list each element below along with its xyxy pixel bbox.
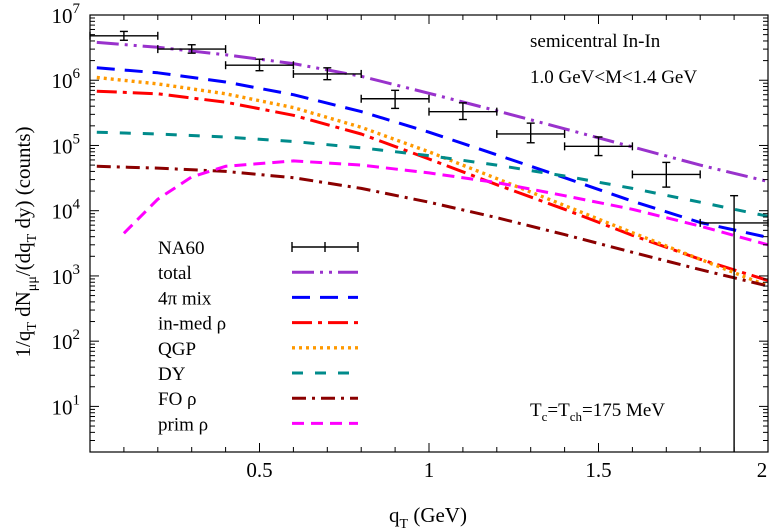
legend-label: 4π mix xyxy=(158,288,212,309)
series-line-prim- xyxy=(122,159,769,247)
series-line-4-mix xyxy=(96,66,769,239)
y-tick-label: 101 xyxy=(52,392,81,419)
legend-item: DY xyxy=(158,364,358,385)
y-tick-label: 104 xyxy=(52,197,81,224)
legend-item: total xyxy=(158,263,358,284)
legend-item: FO ρ xyxy=(158,389,358,410)
data-point xyxy=(157,44,227,54)
x-axis-ticks: 0.5 1 1.5 2 xyxy=(123,15,768,482)
annotation-temperature: Tc=Tch=175 MeV xyxy=(530,400,665,424)
annotation-system: semicentral In-In xyxy=(530,31,661,52)
data-point xyxy=(292,67,362,81)
legend: NA60 total 4π mix in-med ρ QGP DY FO ρ prim ρ xyxy=(158,238,359,435)
legend-item: in-med ρ xyxy=(158,314,358,335)
series-line-dy xyxy=(96,130,769,218)
legend-label: total xyxy=(158,263,192,284)
data-point xyxy=(224,58,295,72)
data-point xyxy=(563,136,634,157)
series-line-total xyxy=(96,40,769,183)
y-tick-label: 106 xyxy=(52,66,81,93)
y-tick-label: 107 xyxy=(52,1,81,28)
series-line-qgp xyxy=(96,75,769,288)
series-line-in-med- xyxy=(96,89,769,282)
legend-item: 4π mix xyxy=(158,288,358,309)
legend-label: in-med ρ xyxy=(158,314,226,335)
legend-item: prim ρ xyxy=(158,414,358,435)
data-point xyxy=(89,30,159,41)
model-curves xyxy=(96,40,769,288)
x-tick-label: 1.5 xyxy=(585,458,611,482)
x-tick-label: 0.5 xyxy=(246,458,272,482)
y-axis-ticks: 101 102 103 104 105 106 107 xyxy=(52,1,768,442)
x-tick-label: 1 xyxy=(424,458,435,482)
legend-item: NA60 xyxy=(158,238,359,259)
y-tick-label: 102 xyxy=(52,327,81,354)
y-tick-label: 103 xyxy=(52,262,81,289)
data-point xyxy=(360,89,430,110)
data-point xyxy=(428,102,498,121)
annotation-mass-window: 1.0 GeV<M<1.4 GeV xyxy=(530,67,697,88)
legend-label: QGP xyxy=(158,339,196,360)
y-tick-label: 105 xyxy=(52,131,81,158)
legend-label: NA60 xyxy=(158,238,204,259)
x-tick-label: 2 xyxy=(757,458,768,482)
legend-label: prim ρ xyxy=(158,414,208,435)
y-axis-label: 1/qT dNμμ/(dqT dy) (counts) xyxy=(11,126,40,357)
legend-label: FO ρ xyxy=(158,389,197,410)
x-axis-label: qT (GeV) xyxy=(389,503,467,531)
series-line-fo- xyxy=(96,164,769,288)
data-point xyxy=(631,161,701,188)
legend-item: QGP xyxy=(158,339,358,360)
legend-label: DY xyxy=(158,364,186,385)
data-point xyxy=(496,122,566,144)
